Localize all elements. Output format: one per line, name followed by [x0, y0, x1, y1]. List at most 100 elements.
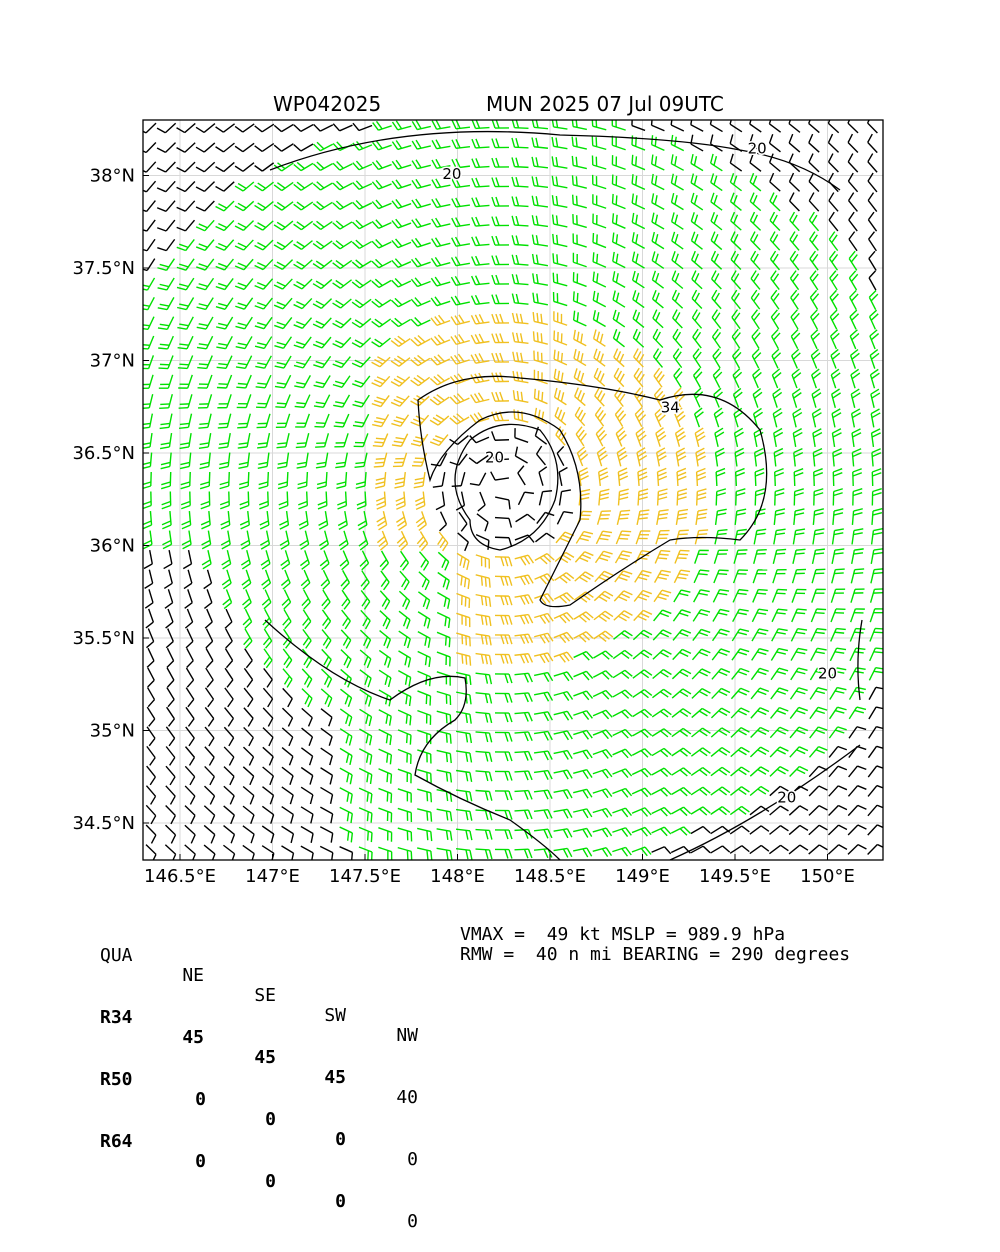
wind-barb — [217, 394, 231, 407]
wind-barb — [695, 408, 704, 427]
wind-barb — [279, 492, 288, 509]
wind-barb — [492, 256, 509, 265]
wind-barb — [774, 429, 783, 447]
wind-barb — [374, 453, 387, 467]
wind-barb — [711, 748, 730, 757]
wind-barb — [322, 610, 330, 629]
wind-barb — [692, 310, 701, 329]
wind-barb — [810, 232, 819, 251]
wind-barb — [432, 120, 450, 129]
wind-barb — [314, 395, 330, 408]
wind-barb — [412, 160, 431, 169]
wind-barb — [652, 116, 665, 131]
wind-barb — [752, 329, 760, 348]
wind-barb — [196, 278, 213, 289]
wind-barb — [613, 252, 625, 268]
contour-line — [455, 424, 558, 550]
wind-barb — [257, 433, 269, 448]
wind-barb — [573, 233, 587, 247]
wind-barb — [197, 336, 213, 349]
wind-barb — [672, 728, 691, 736]
wind-barb — [242, 570, 251, 589]
wind-barb — [321, 689, 332, 707]
wind-barb — [736, 469, 745, 486]
wind-barb — [430, 415, 449, 425]
wind-barb — [673, 630, 691, 641]
wind-barb — [672, 290, 682, 308]
wind-barb — [512, 216, 528, 226]
wind-barb — [472, 197, 490, 206]
row-label: R50 — [100, 1070, 133, 1090]
wind-barb — [575, 388, 586, 406]
wind-barb — [652, 768, 671, 776]
wind-barb — [652, 232, 664, 249]
wind-barb — [868, 212, 876, 231]
wind-barb — [671, 154, 683, 170]
wind-barb — [381, 571, 389, 590]
wind-barb — [177, 143, 196, 152]
wind-barb — [552, 137, 567, 149]
wind-barb — [372, 240, 391, 249]
wind-barb — [831, 609, 845, 622]
wind-barb — [476, 830, 492, 840]
wind-barb — [160, 433, 171, 448]
wind-barb — [201, 492, 210, 509]
wind-barb — [476, 575, 490, 588]
wind-barb — [243, 786, 254, 804]
wind-barb — [322, 590, 330, 609]
wind-barb — [554, 350, 567, 365]
wind-barb — [476, 849, 492, 859]
wind-barb — [216, 336, 232, 348]
wind-barb — [792, 389, 801, 408]
wind-barb — [814, 489, 823, 506]
wind-barb — [731, 708, 749, 718]
wind-barb — [243, 767, 253, 785]
wind-barb — [242, 590, 251, 609]
wind-barb — [495, 713, 512, 722]
wind-barb — [398, 710, 411, 725]
wind-barb — [146, 786, 155, 805]
wind-barb — [358, 511, 367, 529]
wind-barb — [769, 845, 788, 853]
wind-barb — [533, 273, 548, 285]
wind-barb — [671, 135, 683, 151]
r64-se: 0 — [250, 1172, 276, 1192]
wind-barb — [691, 748, 710, 756]
wind-barb — [772, 589, 787, 602]
wind-barb — [225, 648, 232, 667]
wind-barb — [809, 825, 828, 834]
wind-barb — [730, 846, 749, 854]
wind-barb — [437, 848, 452, 860]
wind-barb — [148, 668, 155, 687]
wind-barb — [871, 569, 884, 583]
wind-barb — [282, 748, 293, 766]
wind-barb — [495, 693, 512, 702]
wind-barb — [534, 370, 547, 384]
wind-barb — [572, 137, 587, 149]
wind-barb — [534, 594, 553, 604]
wind-barb — [196, 201, 214, 211]
wind-barb — [391, 336, 410, 346]
wind-barb — [772, 629, 788, 641]
wind-barb — [341, 570, 349, 589]
wind-barb — [697, 469, 706, 486]
wind-barb — [791, 330, 799, 349]
x-tick-label: 146.5°E — [144, 866, 216, 887]
wind-barb — [372, 259, 391, 267]
wind-barb — [809, 212, 818, 231]
wind-barb — [554, 292, 568, 306]
wind-barb — [730, 806, 749, 814]
wind-barb — [491, 472, 509, 480]
wind-barb — [313, 318, 331, 328]
r34-ne: 45 — [180, 1028, 204, 1048]
wind-barb — [849, 687, 865, 699]
wind-barb — [158, 336, 173, 349]
wind-barb — [223, 589, 232, 608]
wind-barb — [438, 552, 448, 570]
y-tick-label: 37°N — [90, 351, 135, 372]
wind-barb — [791, 648, 807, 660]
wind-barb — [632, 788, 651, 797]
wind-barb — [573, 750, 592, 759]
wind-barb — [476, 595, 491, 607]
wind-barb — [372, 414, 388, 426]
